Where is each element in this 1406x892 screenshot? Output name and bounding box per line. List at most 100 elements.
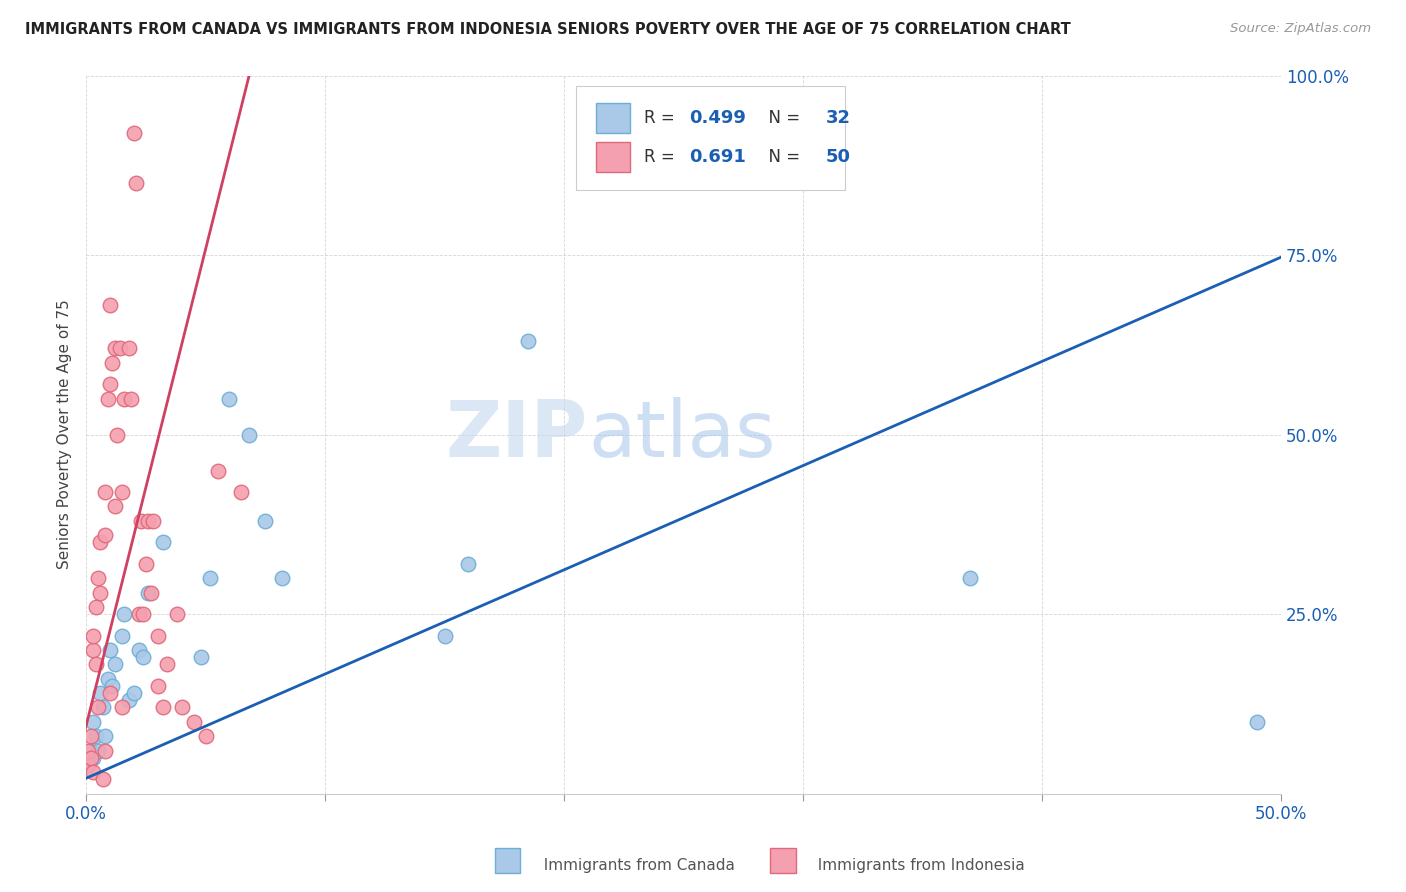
Point <box>207 463 229 477</box>
Text: R =: R = <box>644 109 681 127</box>
Point <box>80 743 103 757</box>
Point <box>82 751 104 765</box>
Point <box>94 743 117 757</box>
Text: 0.691: 0.691 <box>689 148 747 167</box>
Text: atlas: atlas <box>588 397 776 473</box>
Text: Immigrants from Indonesia: Immigrants from Indonesia <box>808 858 1025 872</box>
Point <box>170 700 193 714</box>
Point <box>142 514 165 528</box>
Point <box>89 686 111 700</box>
Point <box>105 427 128 442</box>
Point <box>94 729 117 743</box>
Point <box>98 643 121 657</box>
Point <box>139 585 162 599</box>
Point <box>98 377 121 392</box>
Point <box>146 629 169 643</box>
Point <box>183 714 205 729</box>
Y-axis label: Seniors Poverty Over the Age of 75: Seniors Poverty Over the Age of 75 <box>58 300 72 569</box>
Point <box>146 679 169 693</box>
Point <box>118 693 141 707</box>
Text: N =: N = <box>758 148 806 167</box>
Point <box>89 585 111 599</box>
Point <box>112 392 135 406</box>
Point <box>101 679 124 693</box>
Point <box>433 629 456 643</box>
Point <box>94 485 117 500</box>
Point <box>82 765 104 780</box>
Point <box>136 514 159 528</box>
Point <box>82 714 104 729</box>
Point <box>190 650 212 665</box>
Point <box>108 342 131 356</box>
Point <box>77 743 100 757</box>
Point <box>94 528 117 542</box>
Text: N =: N = <box>758 109 806 127</box>
Point <box>112 607 135 621</box>
Point <box>122 126 145 140</box>
Point <box>98 298 121 312</box>
Point <box>98 686 121 700</box>
Point <box>84 599 107 614</box>
Point <box>200 571 222 585</box>
Point <box>132 650 155 665</box>
Point <box>104 342 127 356</box>
Point <box>97 672 120 686</box>
Point <box>128 607 150 621</box>
Text: 50: 50 <box>825 148 851 167</box>
Point <box>238 427 260 442</box>
Text: R =: R = <box>644 148 681 167</box>
Text: Source: ZipAtlas.com: Source: ZipAtlas.com <box>1230 22 1371 36</box>
Point <box>1246 714 1268 729</box>
Text: 0.499: 0.499 <box>689 109 747 127</box>
Point <box>111 485 134 500</box>
Point <box>91 772 114 787</box>
Point <box>87 743 110 757</box>
Point <box>101 356 124 370</box>
Point <box>231 485 253 500</box>
Point <box>82 629 104 643</box>
Point <box>122 686 145 700</box>
Point <box>129 514 152 528</box>
Point <box>97 392 120 406</box>
Point <box>135 557 157 571</box>
Point <box>156 657 179 672</box>
Point <box>87 571 110 585</box>
Point <box>218 392 240 406</box>
Point <box>194 729 217 743</box>
Text: Immigrants from Canada: Immigrants from Canada <box>534 858 735 872</box>
Point <box>82 643 104 657</box>
Point <box>89 535 111 549</box>
Point <box>84 729 107 743</box>
Point <box>121 392 143 406</box>
Point <box>80 729 103 743</box>
Point <box>457 557 479 571</box>
Point <box>166 607 188 621</box>
Point <box>959 571 981 585</box>
Point <box>111 629 134 643</box>
Point <box>111 700 134 714</box>
Point <box>77 758 100 772</box>
Point <box>77 758 100 772</box>
Point <box>104 657 127 672</box>
Bar <box>596 103 630 133</box>
Point <box>118 342 141 356</box>
Point <box>128 643 150 657</box>
Point <box>136 585 159 599</box>
Point <box>152 700 174 714</box>
Point <box>517 334 540 349</box>
Point <box>104 500 127 514</box>
Point <box>80 751 103 765</box>
FancyBboxPatch shape <box>576 87 845 190</box>
Text: IMMIGRANTS FROM CANADA VS IMMIGRANTS FROM INDONESIA SENIORS POVERTY OVER THE AGE: IMMIGRANTS FROM CANADA VS IMMIGRANTS FRO… <box>25 22 1071 37</box>
Point <box>87 700 110 714</box>
Text: 32: 32 <box>825 109 851 127</box>
Point <box>91 700 114 714</box>
Text: ZIP: ZIP <box>446 397 588 473</box>
Point <box>271 571 294 585</box>
Point <box>84 657 107 672</box>
Point <box>152 535 174 549</box>
Point <box>254 514 277 528</box>
Point <box>125 176 148 190</box>
Bar <box>596 143 630 172</box>
Point <box>132 607 155 621</box>
